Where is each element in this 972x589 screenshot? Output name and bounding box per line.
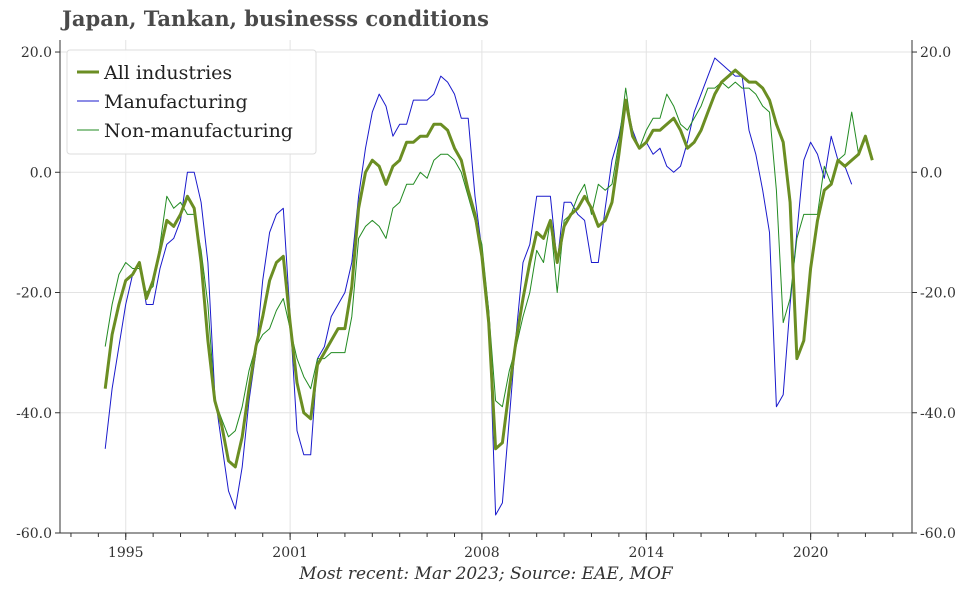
y-tick-label-right: -60.0 — [920, 526, 956, 542]
y-tick-label-right: 0.0 — [920, 165, 942, 181]
x-tick-label: 1995 — [108, 545, 144, 561]
chart-title: Japan, Tankan, businesss conditions — [62, 6, 489, 31]
y-tick-label-left: -40.0 — [16, 406, 52, 422]
x-tick-label: 2014 — [628, 545, 664, 561]
axes: -60.0 -60.0 -40.0 -40.0 -20.0 -20.0 0.0 0.0 20.0… — [16, 40, 956, 561]
x-tick-label: 2008 — [464, 545, 500, 561]
y-tick-label-left: -20.0 — [16, 286, 52, 302]
legend-box — [66, 49, 317, 155]
legend-label-manufacturing: Manufacturing — [104, 91, 248, 113]
x-tick-label: 2020 — [793, 545, 829, 561]
y-tick-label-right: -40.0 — [920, 406, 956, 422]
legend-label-non-manufacturing: Non-manufacturing — [104, 120, 293, 142]
series-line-all-industries — [103, 68, 874, 469]
x-tick-label: 2001 — [272, 545, 308, 561]
source-note: Most recent: Mar 2023; Source: EAE, MOF — [299, 564, 673, 584]
series-line-manufacturing — [104, 57, 853, 516]
legend: All industries Manufacturing Non-manufactu… — [66, 49, 317, 155]
y-tick-label-right: 20.0 — [920, 45, 951, 61]
series-lines — [103, 57, 874, 516]
y-tick-label-left: 20.0 — [21, 45, 52, 61]
series-line-non-manufacturing — [104, 81, 860, 438]
y-tick-label-right: -20.0 — [920, 286, 956, 302]
y-tick-label-left: 0.0 — [30, 165, 52, 181]
legend-label-all-industries: All industries — [103, 62, 232, 84]
y-tick-label-left: -60.0 — [16, 526, 52, 542]
